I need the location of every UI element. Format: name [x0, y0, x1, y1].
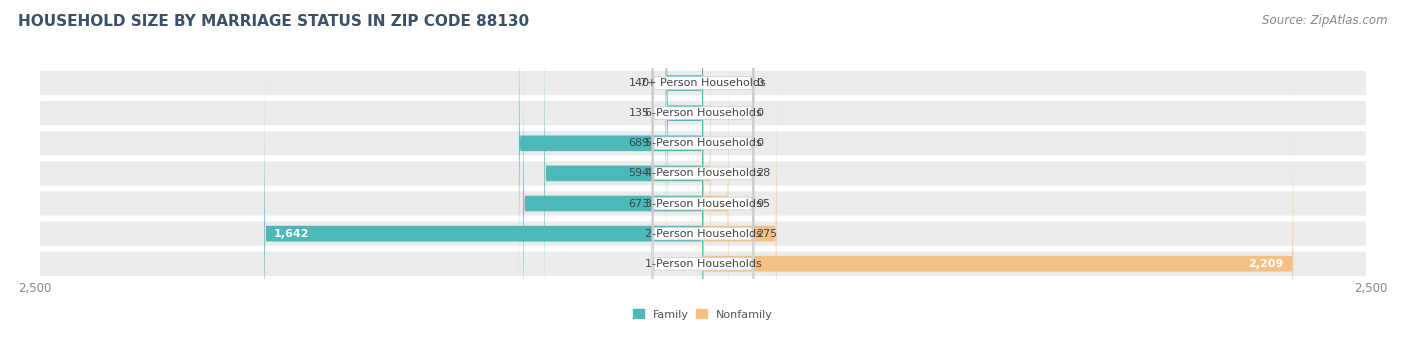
- FancyBboxPatch shape: [35, 0, 1371, 340]
- FancyBboxPatch shape: [665, 0, 703, 256]
- Text: 1-Person Households: 1-Person Households: [644, 259, 762, 269]
- FancyBboxPatch shape: [703, 91, 1294, 340]
- Legend: Family, Nonfamily: Family, Nonfamily: [633, 309, 773, 320]
- FancyBboxPatch shape: [703, 31, 728, 340]
- Text: 594: 594: [628, 168, 650, 179]
- Text: 135: 135: [628, 108, 650, 118]
- FancyBboxPatch shape: [652, 0, 754, 340]
- FancyBboxPatch shape: [35, 0, 1371, 340]
- Text: 2,209: 2,209: [1249, 259, 1284, 269]
- Text: HOUSEHOLD SIZE BY MARRIAGE STATUS IN ZIP CODE 88130: HOUSEHOLD SIZE BY MARRIAGE STATUS IN ZIP…: [18, 14, 530, 29]
- Text: 2-Person Households: 2-Person Households: [644, 228, 762, 239]
- FancyBboxPatch shape: [35, 0, 1371, 340]
- FancyBboxPatch shape: [703, 61, 776, 340]
- Text: 0: 0: [756, 108, 763, 118]
- Text: 689: 689: [628, 138, 650, 148]
- FancyBboxPatch shape: [652, 0, 754, 318]
- Text: 0: 0: [756, 78, 763, 88]
- FancyBboxPatch shape: [652, 0, 754, 340]
- FancyBboxPatch shape: [35, 0, 1371, 340]
- FancyBboxPatch shape: [666, 0, 703, 286]
- FancyBboxPatch shape: [35, 0, 1371, 340]
- FancyBboxPatch shape: [652, 0, 754, 340]
- FancyBboxPatch shape: [703, 1, 710, 340]
- FancyBboxPatch shape: [519, 0, 703, 316]
- Text: Source: ZipAtlas.com: Source: ZipAtlas.com: [1263, 14, 1388, 27]
- FancyBboxPatch shape: [35, 0, 1371, 340]
- Text: 140: 140: [628, 78, 650, 88]
- Text: 5-Person Households: 5-Person Households: [644, 138, 762, 148]
- Text: 7+ Person Households: 7+ Person Households: [640, 78, 766, 88]
- Text: 0: 0: [756, 138, 763, 148]
- Text: 1,642: 1,642: [274, 228, 309, 239]
- Text: 275: 275: [756, 228, 778, 239]
- Text: 28: 28: [756, 168, 770, 179]
- Text: 673: 673: [628, 199, 650, 208]
- FancyBboxPatch shape: [35, 0, 1371, 340]
- FancyBboxPatch shape: [544, 1, 703, 340]
- Text: 3-Person Households: 3-Person Households: [644, 199, 762, 208]
- FancyBboxPatch shape: [264, 61, 703, 340]
- FancyBboxPatch shape: [652, 29, 754, 340]
- Text: 4-Person Households: 4-Person Households: [644, 168, 762, 179]
- Text: 6-Person Households: 6-Person Households: [644, 108, 762, 118]
- FancyBboxPatch shape: [652, 0, 754, 340]
- Text: 95: 95: [756, 199, 770, 208]
- FancyBboxPatch shape: [523, 31, 703, 340]
- FancyBboxPatch shape: [652, 0, 754, 340]
